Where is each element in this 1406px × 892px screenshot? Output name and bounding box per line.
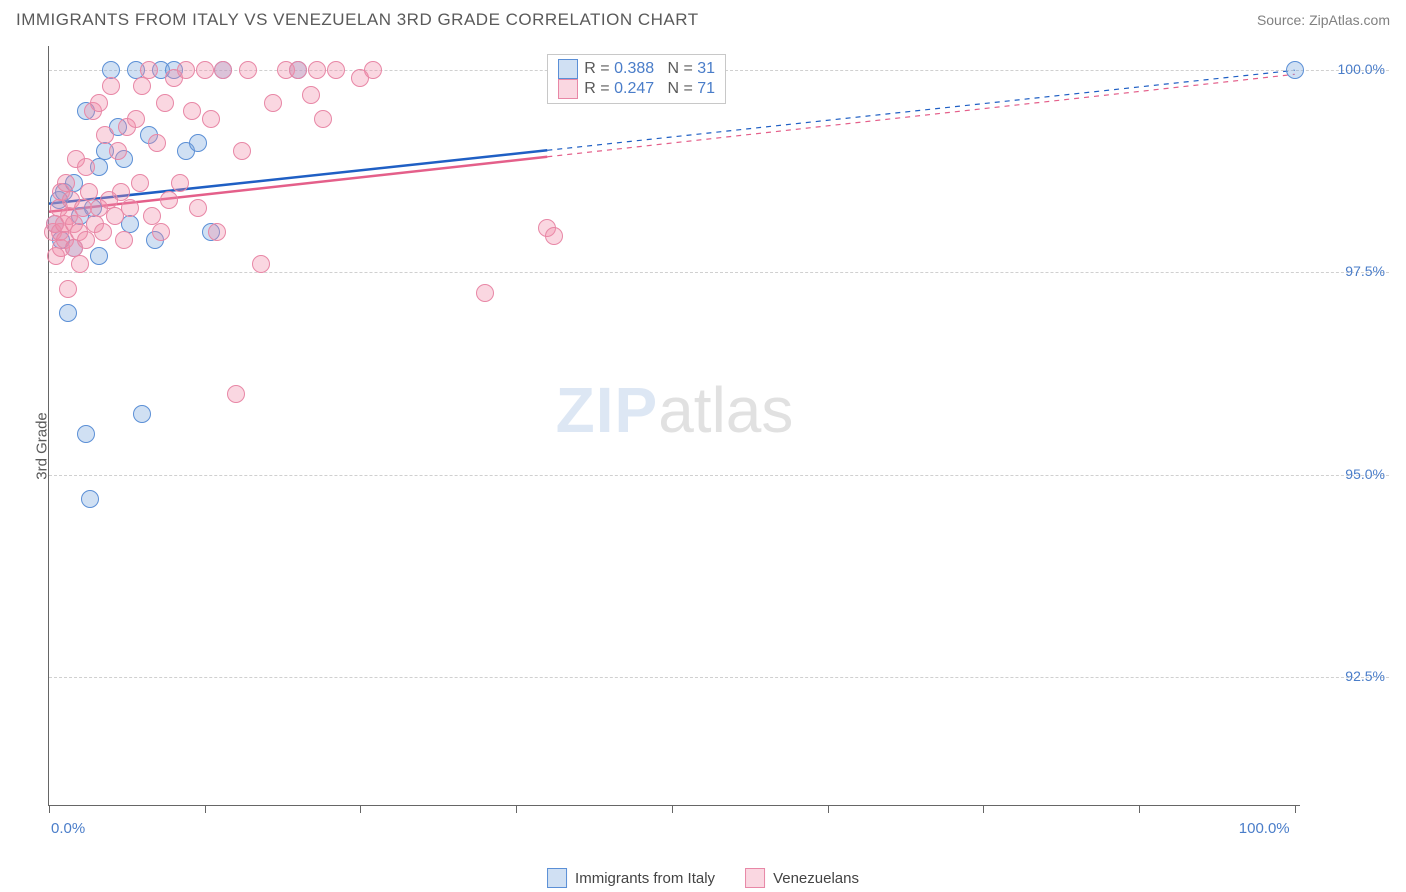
x-tick xyxy=(205,805,206,813)
source-attribution: Source: ZipAtlas.com xyxy=(1257,12,1390,28)
data-point-venezuelans xyxy=(289,61,307,79)
x-tick xyxy=(360,805,361,813)
data-point-venezuelans xyxy=(364,61,382,79)
x-tick xyxy=(828,805,829,813)
data-point-venezuelans xyxy=(264,94,282,112)
grid-line xyxy=(49,475,1389,476)
data-point-venezuelans xyxy=(77,231,95,249)
data-point-venezuelans xyxy=(156,94,174,112)
source-prefix: Source: xyxy=(1257,12,1309,28)
watermark-atlas: atlas xyxy=(658,374,793,446)
data-point-venezuelans xyxy=(140,61,158,79)
legend-label-venezuelans: Venezuelans xyxy=(773,870,859,887)
x-tick xyxy=(516,805,517,813)
data-point-venezuelans xyxy=(148,134,166,152)
chart-title: IMMIGRANTS FROM ITALY VS VENEZUELAN 3RD … xyxy=(16,10,699,30)
data-point-venezuelans xyxy=(71,255,89,273)
data-point-venezuelans xyxy=(115,231,133,249)
stats-legend: R = 0.388 N = 31 R = 0.247 N = 71 xyxy=(547,54,726,104)
data-point-venezuelans xyxy=(208,223,226,241)
data-point-venezuelans xyxy=(476,284,494,302)
data-point-italy xyxy=(1286,61,1304,79)
grid-line xyxy=(49,272,1389,273)
legend-item-venezuelans: Venezuelans xyxy=(745,868,859,888)
swatch-venezuelans xyxy=(745,868,765,888)
stats-row-italy: R = 0.388 N = 31 xyxy=(558,59,715,79)
data-point-venezuelans xyxy=(77,158,95,176)
x-tick xyxy=(983,805,984,813)
stats-swatch-italy xyxy=(558,59,578,79)
legend-item-italy: Immigrants from Italy xyxy=(547,868,715,888)
data-point-venezuelans xyxy=(214,61,232,79)
watermark-zip: ZIP xyxy=(556,374,659,446)
data-point-venezuelans xyxy=(59,280,77,298)
data-point-venezuelans xyxy=(202,110,220,128)
y-tick-label: 95.0% xyxy=(1305,466,1385,482)
data-point-venezuelans xyxy=(177,61,195,79)
plot-area: ZIPatlas 92.5%95.0%97.5%100.0%0.0%100.0%… xyxy=(48,46,1300,806)
data-point-venezuelans xyxy=(183,102,201,120)
stats-text-venezuelans: R = 0.247 N = 71 xyxy=(584,80,715,98)
data-point-venezuelans xyxy=(109,142,127,160)
data-point-venezuelans xyxy=(102,77,120,95)
grid-line xyxy=(49,677,1389,678)
data-point-venezuelans xyxy=(152,223,170,241)
data-point-venezuelans xyxy=(121,199,139,217)
data-point-venezuelans xyxy=(314,110,332,128)
bottom-legend: Immigrants from Italy Venezuelans xyxy=(547,868,859,888)
data-point-venezuelans xyxy=(80,183,98,201)
data-point-venezuelans xyxy=(233,142,251,160)
data-point-venezuelans xyxy=(96,126,114,144)
x-tick xyxy=(1139,805,1140,813)
x-tick xyxy=(672,805,673,813)
data-point-venezuelans xyxy=(160,191,178,209)
data-point-venezuelans xyxy=(252,255,270,273)
data-point-venezuelans xyxy=(133,77,151,95)
source-name: ZipAtlas.com xyxy=(1309,12,1390,28)
data-point-venezuelans xyxy=(308,61,326,79)
data-point-italy xyxy=(189,134,207,152)
x-tick-label: 100.0% xyxy=(1239,820,1290,837)
x-tick-label: 0.0% xyxy=(51,820,85,837)
data-point-venezuelans xyxy=(196,61,214,79)
watermark: ZIPatlas xyxy=(556,373,794,447)
x-tick xyxy=(1295,805,1296,813)
swatch-italy xyxy=(547,868,567,888)
data-point-venezuelans xyxy=(302,86,320,104)
stats-text-italy: R = 0.388 N = 31 xyxy=(584,60,715,78)
data-point-italy xyxy=(77,425,95,443)
legend-label-italy: Immigrants from Italy xyxy=(575,870,715,887)
trend-lines xyxy=(49,46,1301,806)
data-point-venezuelans xyxy=(239,61,257,79)
data-point-venezuelans xyxy=(189,199,207,217)
y-tick-label: 97.5% xyxy=(1305,263,1385,279)
data-point-venezuelans xyxy=(171,174,189,192)
data-point-italy xyxy=(81,490,99,508)
data-point-venezuelans xyxy=(327,61,345,79)
data-point-venezuelans xyxy=(227,385,245,403)
data-point-venezuelans xyxy=(94,223,112,241)
stats-row-venezuelans: R = 0.247 N = 71 xyxy=(558,79,715,99)
data-point-italy xyxy=(133,405,151,423)
data-point-italy xyxy=(90,247,108,265)
x-tick xyxy=(49,805,50,813)
data-point-venezuelans xyxy=(127,110,145,128)
chart-area: ZIPatlas 92.5%95.0%97.5%100.0%0.0%100.0%… xyxy=(48,46,1388,806)
y-tick-label: 100.0% xyxy=(1305,61,1385,77)
stats-swatch-venezuelans xyxy=(558,79,578,99)
data-point-italy xyxy=(59,304,77,322)
data-point-venezuelans xyxy=(131,174,149,192)
y-tick-label: 92.5% xyxy=(1305,668,1385,684)
data-point-venezuelans xyxy=(545,227,563,245)
data-point-venezuelans xyxy=(90,94,108,112)
